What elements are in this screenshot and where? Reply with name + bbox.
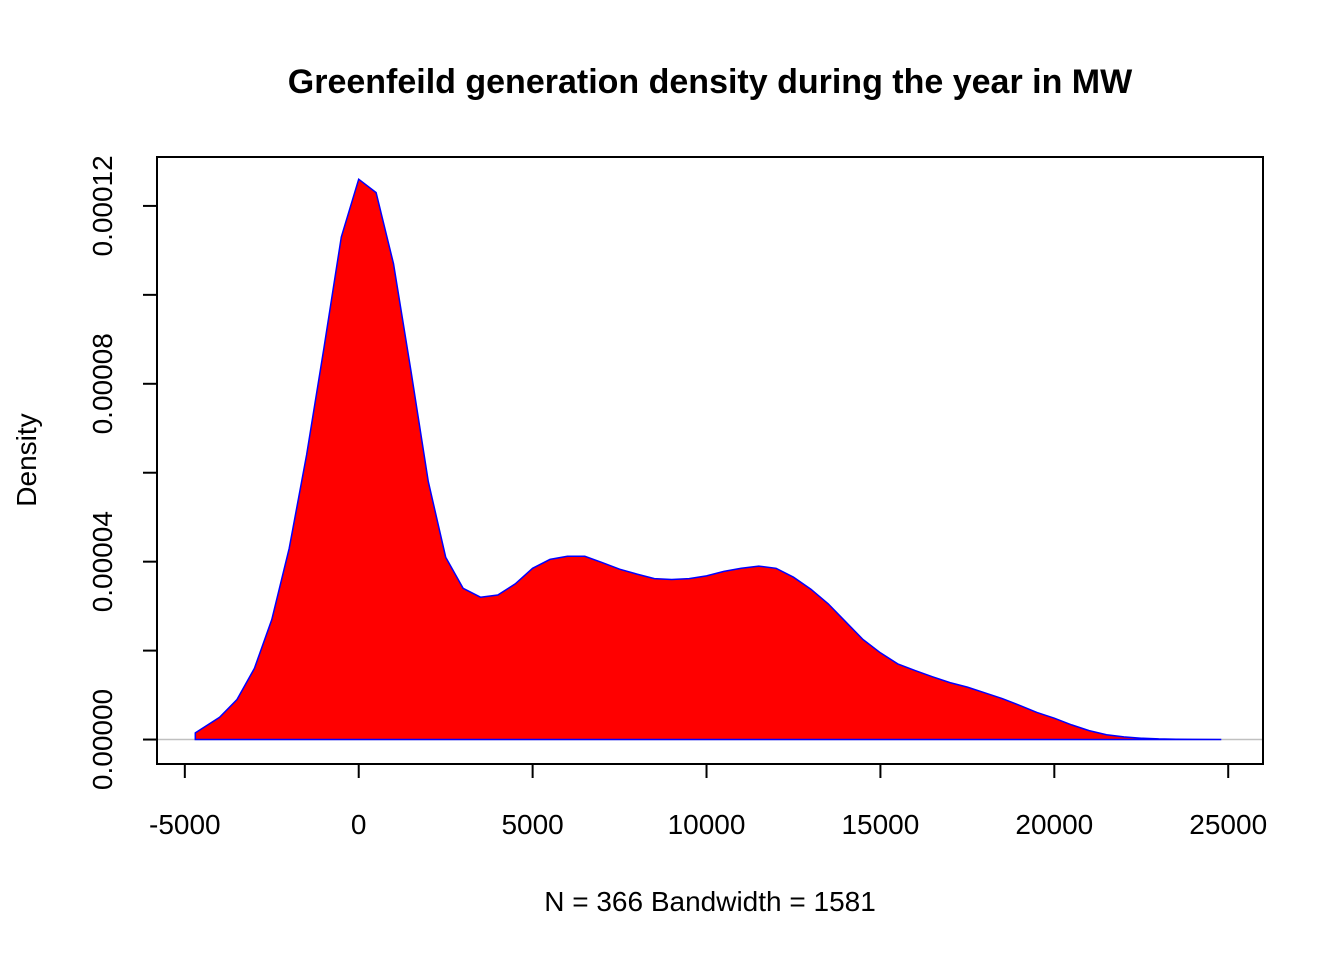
density-point	[254, 668, 256, 670]
density-point	[288, 548, 290, 550]
density-point	[514, 583, 516, 585]
density-point	[271, 619, 273, 621]
density-point	[758, 565, 760, 567]
density-point	[1106, 734, 1108, 736]
density-point	[584, 556, 586, 558]
density-point	[341, 236, 343, 238]
density-point	[810, 588, 812, 590]
density-point	[1158, 738, 1160, 740]
density-point	[688, 578, 690, 580]
density-point	[741, 568, 743, 570]
density-point	[619, 568, 621, 570]
density-point	[967, 686, 969, 688]
density-point	[636, 573, 638, 575]
density-point	[1001, 698, 1003, 700]
density-point	[775, 568, 777, 570]
density-point	[306, 454, 308, 456]
density-point	[723, 571, 725, 573]
density-point	[549, 559, 551, 561]
x-tick-label: 0	[351, 809, 367, 840]
density-point	[793, 576, 795, 578]
density-point	[1054, 717, 1056, 719]
density-point	[532, 568, 534, 570]
density-point	[480, 596, 482, 598]
density-point	[236, 699, 238, 701]
y-tick-label: 0.00000	[87, 689, 118, 790]
x-axis: -5000 0 5000 10000 15000 20000 25000	[149, 763, 1267, 840]
chart-title: Greenfeild generation density during the…	[288, 63, 1133, 101]
plot-area	[157, 177, 1263, 741]
x-tick-label: -5000	[149, 809, 221, 840]
density-point	[984, 692, 986, 694]
x-tick-label: 5000	[501, 809, 563, 840]
density-point	[393, 263, 395, 265]
density-point	[897, 663, 899, 665]
density-point	[828, 603, 830, 605]
density-point	[1141, 737, 1143, 739]
density-point	[601, 562, 603, 564]
x-axis-label: N = 366 Bandwidth = 1581	[544, 886, 876, 917]
density-point	[358, 178, 360, 180]
density-point	[880, 652, 882, 654]
density-point	[949, 682, 951, 684]
density-point	[1123, 736, 1125, 738]
density-point	[1019, 705, 1021, 707]
density-area	[194, 177, 1222, 741]
density-point	[567, 556, 569, 558]
x-tick-label: 20000	[1015, 809, 1093, 840]
y-tick-label: 0.00008	[87, 333, 118, 434]
density-point	[195, 732, 197, 734]
y-axis: 0.00000 0.00004 0.00008 0.00012	[87, 155, 158, 790]
x-tick-label: 10000	[668, 809, 746, 840]
density-point	[323, 347, 325, 349]
density-point	[410, 370, 412, 372]
density-point	[1088, 730, 1090, 732]
y-tick-label: 0.00012	[87, 155, 118, 256]
density-point	[845, 621, 847, 623]
density-point	[497, 594, 499, 596]
density-point	[1193, 739, 1195, 741]
density-point	[462, 588, 464, 590]
density-point	[445, 556, 447, 558]
density-point	[862, 639, 864, 641]
density-point	[932, 676, 934, 678]
density-point	[671, 579, 673, 581]
density-point	[1071, 724, 1073, 726]
density-point	[375, 192, 377, 194]
x-tick-label: 15000	[841, 809, 919, 840]
density-point	[654, 578, 656, 580]
density-point	[706, 575, 708, 577]
density-point	[914, 670, 916, 672]
density-point	[1221, 739, 1223, 741]
density-point	[428, 481, 430, 483]
density-point	[1175, 738, 1177, 740]
y-axis-label: Density	[11, 413, 42, 506]
density-point	[1036, 712, 1038, 714]
density-point	[219, 717, 221, 719]
x-tick-label: 25000	[1189, 809, 1267, 840]
y-tick-label: 0.00004	[87, 511, 118, 612]
